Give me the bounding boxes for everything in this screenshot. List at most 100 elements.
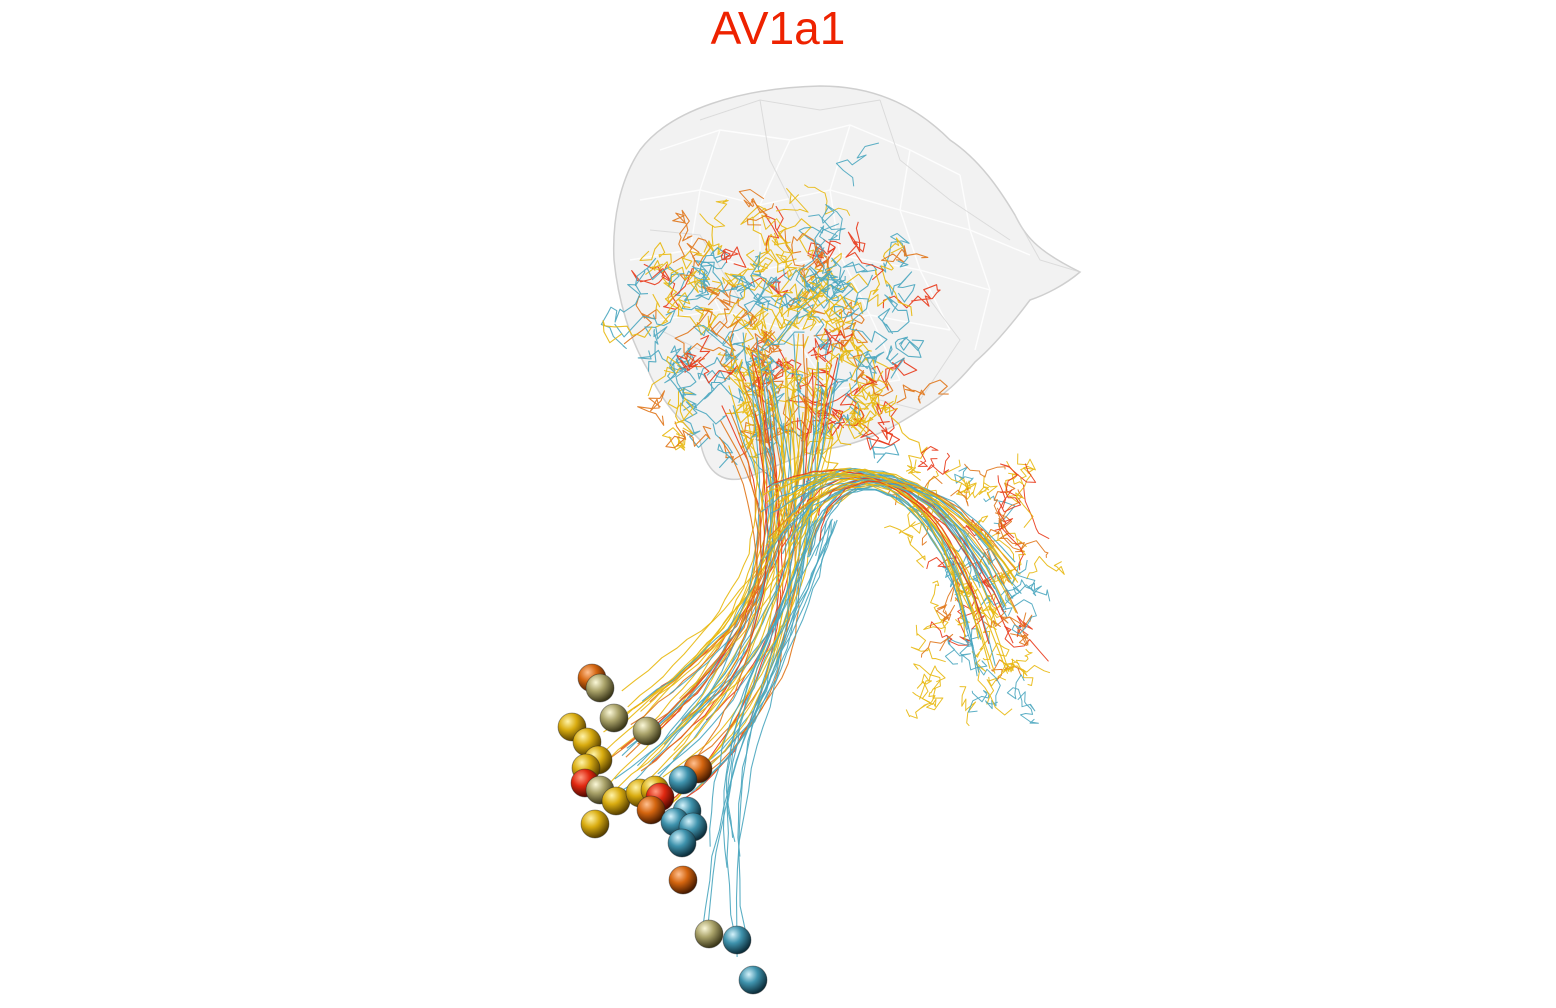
neurite-fiber bbox=[880, 237, 913, 317]
neurite-fiber bbox=[731, 276, 780, 301]
neurite-arbors bbox=[600, 142, 1065, 958]
neurite-fiber bbox=[983, 610, 1011, 628]
neurite-fiber bbox=[871, 357, 918, 391]
neurite-fiber bbox=[602, 320, 653, 344]
soma-sphere bbox=[585, 673, 615, 703]
neurite-fiber bbox=[792, 474, 1007, 607]
neurite-fiber bbox=[700, 521, 831, 940]
soma-sphere bbox=[668, 765, 698, 795]
neurite-fiber bbox=[665, 421, 712, 449]
neurite-fiber bbox=[774, 293, 829, 348]
neurite-fiber bbox=[901, 531, 926, 568]
neurite-fiber bbox=[880, 400, 928, 472]
neurite-fiber bbox=[779, 478, 991, 669]
neurite-fiber bbox=[626, 332, 761, 749]
neurite-fiber bbox=[849, 274, 888, 351]
neurite-fiber bbox=[651, 413, 769, 764]
neurite-fiber bbox=[631, 263, 672, 286]
neurite-fiber bbox=[920, 633, 954, 658]
neurite-fiber bbox=[1015, 648, 1051, 674]
neurite-fiber bbox=[912, 680, 944, 711]
neurite-fiber bbox=[809, 351, 843, 381]
neurite-fiber bbox=[737, 521, 827, 857]
neurite-fiber bbox=[1017, 691, 1039, 724]
neurite-fiber bbox=[821, 400, 869, 456]
neurite-fiber bbox=[746, 199, 768, 226]
neurite-fiber bbox=[764, 205, 785, 254]
neurite-fiber bbox=[905, 681, 932, 719]
neurite-fiber bbox=[927, 452, 950, 475]
neurite-fiber bbox=[847, 411, 874, 440]
neurite-fiber bbox=[885, 345, 905, 379]
neurite-fiber bbox=[761, 214, 794, 254]
neurite-fiber bbox=[896, 379, 949, 404]
neurite-fiber bbox=[699, 199, 729, 228]
neurite-fiber bbox=[600, 284, 649, 350]
neurite-fiber bbox=[693, 310, 752, 345]
neurite-fiber bbox=[964, 463, 1006, 478]
neurite-fiber bbox=[997, 665, 1034, 686]
neurite-fiber bbox=[663, 362, 819, 745]
neurite-fiber bbox=[692, 364, 796, 717]
neurite-fiber bbox=[770, 472, 1014, 599]
neurite-fiber bbox=[1005, 460, 1025, 504]
neurite-fiber bbox=[877, 294, 910, 334]
neurite-fiber bbox=[854, 417, 901, 451]
neurite-fiber bbox=[838, 319, 857, 368]
neurite-fiber bbox=[675, 387, 695, 435]
neurite-fiber bbox=[639, 242, 672, 276]
neurite-fiber bbox=[1009, 614, 1033, 646]
neurite-fiber bbox=[842, 261, 878, 274]
neurite-fiber bbox=[722, 520, 816, 868]
soma-sphere bbox=[636, 795, 666, 825]
soma-sphere bbox=[667, 828, 697, 858]
neurite-fiber bbox=[675, 365, 697, 407]
neurite-fiber bbox=[798, 225, 827, 259]
neurite-fiber bbox=[831, 280, 860, 319]
neurite-fiber bbox=[998, 547, 1026, 580]
neurite-fiber bbox=[637, 390, 666, 426]
neurite-fiber bbox=[672, 209, 693, 264]
neurite-fiber bbox=[693, 247, 730, 286]
neurite-fiber bbox=[682, 336, 772, 727]
neurite-fiber bbox=[944, 459, 971, 494]
neurite-fiber bbox=[1015, 562, 1051, 602]
neurite-fiber bbox=[637, 345, 692, 371]
neurite-fiber bbox=[760, 356, 809, 400]
neurite-fiber bbox=[754, 331, 782, 357]
neurite-fiber bbox=[706, 358, 744, 380]
neurite-fiber bbox=[693, 381, 744, 425]
neurite-fiber bbox=[885, 271, 916, 303]
neurite-fiber bbox=[926, 554, 959, 570]
neurite-fiber bbox=[937, 604, 955, 622]
neurite-fiber bbox=[760, 476, 980, 673]
soma-spheres bbox=[557, 663, 768, 995]
neurite-fiber bbox=[777, 310, 817, 341]
neurite-fiber bbox=[603, 347, 820, 753]
soma-sphere bbox=[694, 919, 724, 949]
neurite-fiber bbox=[1026, 555, 1065, 580]
neurite-fiber bbox=[652, 436, 760, 806]
neurite-fiber bbox=[913, 663, 941, 703]
neurite-fiber bbox=[760, 311, 805, 352]
neurite-fiber bbox=[782, 247, 825, 293]
neurite-fiber bbox=[706, 521, 836, 932]
neurite-fiber bbox=[867, 269, 891, 307]
neurite-fiber bbox=[810, 468, 993, 579]
neurite-fiber bbox=[672, 358, 798, 803]
neurite-fiber bbox=[673, 402, 776, 751]
soma-sphere bbox=[632, 716, 662, 746]
neurite-fiber bbox=[743, 255, 769, 313]
neurite-fiber bbox=[732, 251, 761, 292]
neurite-fiber bbox=[827, 402, 845, 429]
neurite-fiber bbox=[784, 230, 806, 278]
neurite-fiber bbox=[810, 252, 842, 286]
soma-sphere bbox=[722, 925, 752, 955]
neurite-fiber bbox=[839, 375, 878, 426]
neurite-fiber bbox=[735, 519, 832, 958]
neurite-fiber bbox=[917, 446, 939, 467]
neurite-fiber bbox=[760, 483, 979, 640]
neurite-fiber bbox=[734, 401, 764, 419]
neurite-fiber bbox=[771, 239, 809, 283]
neurite-fiber bbox=[726, 518, 833, 943]
